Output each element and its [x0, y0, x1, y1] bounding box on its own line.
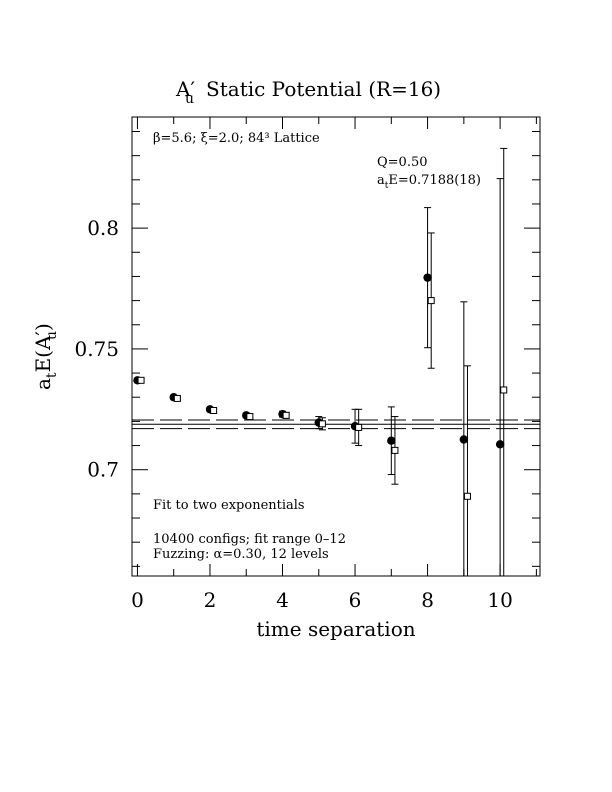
chart-title: A′u Static Potential (R=16) [175, 77, 441, 107]
x-tick-labels: 0 2 4 6 8 10 [131, 588, 513, 612]
y-tick-label: 0.75 [74, 337, 119, 361]
plot-frame [131, 116, 541, 577]
data-point-square [173, 394, 181, 402]
data-point-square [246, 413, 254, 421]
data-point-square [391, 446, 399, 454]
data-point-square [355, 423, 363, 431]
fit-type-annotation: Fit to two exponentials [153, 498, 305, 513]
data-point-square [463, 492, 471, 500]
x-tick-label: 2 [204, 588, 217, 612]
data-point-circle [495, 440, 505, 449]
fuzzing-annotation: Fuzzing: α=0.30, 12 levels [153, 547, 329, 562]
data-point-circle [423, 273, 432, 282]
data-point-square [282, 411, 290, 419]
configs-annotation: 10400 configs; fit range 0–12 [153, 532, 346, 547]
lattice-annotation: β=5.6; ξ=2.0; 84³ Lattice [153, 131, 320, 146]
data-point-square [500, 386, 508, 394]
x-tick-label: 6 [349, 588, 362, 612]
x-tick-label: 0 [131, 588, 144, 612]
q-annotation: Q=0.50 [377, 155, 428, 170]
x-tick-label: 10 [487, 588, 512, 612]
data-point-square [210, 407, 218, 415]
series-circles [133, 178, 505, 576]
x-axis-label: time separation [256, 617, 415, 641]
axis-ticks [132, 117, 540, 576]
y-tick-labels: 0.7 0.75 0.8 [74, 216, 119, 482]
data-point-circle [387, 436, 396, 445]
x-tick-label: 4 [276, 588, 289, 612]
x-tick-label: 8 [421, 588, 434, 612]
fit-band [132, 419, 540, 430]
data-point-circle [459, 435, 469, 444]
y-axis-label: atE(A′u) [31, 323, 60, 390]
fit-energy-annotation: atE=0.7188(18) [377, 173, 481, 191]
y-tick-label: 0.8 [87, 216, 119, 240]
y-tick-label: 0.7 [87, 458, 119, 482]
data-point-square [427, 297, 435, 305]
series-squares [137, 147, 508, 576]
data-point-square [137, 376, 145, 384]
data-point-square [318, 420, 326, 428]
